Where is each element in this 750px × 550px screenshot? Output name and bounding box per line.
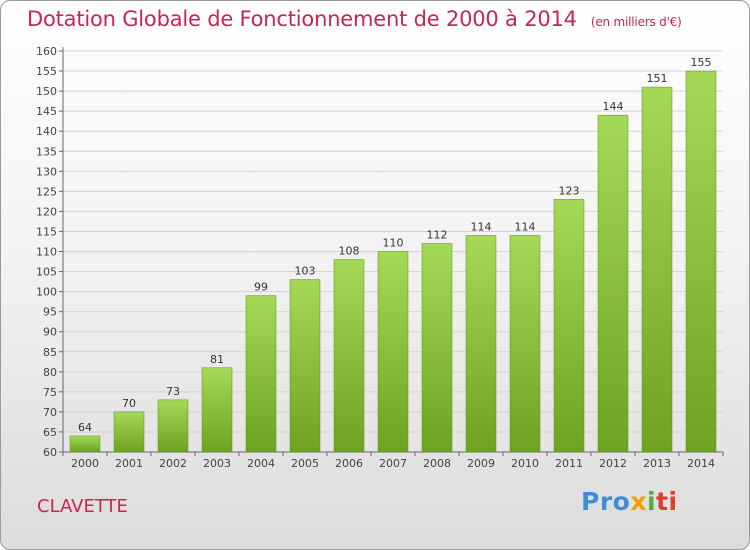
y-tick-label: 145 — [36, 105, 57, 118]
y-tick-label: 135 — [36, 145, 57, 158]
y-tick-label: 85 — [43, 346, 57, 359]
bar-value-label: 123 — [559, 184, 580, 197]
y-tick-label: 95 — [43, 306, 57, 319]
x-tick-label: 2006 — [335, 457, 363, 470]
bar — [289, 279, 321, 453]
y-tick-label: 160 — [36, 45, 57, 58]
x-tick-label: 2005 — [291, 457, 319, 470]
commune-name: CLAVETTE — [37, 496, 128, 517]
bar — [333, 259, 365, 453]
x-tick-label: 2008 — [423, 457, 451, 470]
y-tick-label: 150 — [36, 85, 57, 98]
bar — [685, 70, 717, 453]
bar-value-label: 73 — [166, 385, 180, 398]
x-tick-label: 2011 — [555, 457, 583, 470]
y-tick-label: 105 — [36, 266, 57, 279]
y-tick-label: 115 — [36, 225, 57, 238]
bar — [157, 399, 189, 453]
bar — [113, 411, 145, 453]
logo-part-3: i — [646, 487, 657, 516]
bar-value-label: 114 — [471, 220, 492, 233]
y-axis-ticks: 60 65 70 75 80 85 90 95 100 105 110 115 120 125 130 135… — [36, 45, 63, 459]
chart-title: Dotation Globale de Fonctionnement de 20… — [27, 7, 682, 31]
bar-value-label: 144 — [603, 100, 624, 113]
x-tick-label: 2007 — [379, 457, 407, 470]
bar-value-label: 110 — [383, 237, 404, 250]
logo-part-4: ti — [656, 487, 678, 516]
logo-part-2: x — [630, 487, 647, 516]
x-tick-label: 2013 — [643, 457, 671, 470]
proxiti-logo[interactable]: Proxiti — [581, 487, 678, 516]
y-tick-label: 140 — [36, 125, 57, 138]
bar-value-label: 112 — [427, 228, 448, 241]
value-labels: 64 70 73 81 99 103 108 110 112 114 114 123 144 151 155 — [78, 56, 712, 434]
y-tick-label: 80 — [43, 366, 57, 379]
logo-part-1: Pro — [581, 487, 631, 516]
chart-title-text: Dotation Globale de Fonctionnement de 20… — [27, 7, 577, 31]
bars — [69, 70, 717, 453]
bar — [597, 114, 629, 453]
bar — [201, 367, 233, 453]
bar-value-label: 64 — [78, 421, 92, 434]
x-tick-label: 2010 — [511, 457, 539, 470]
y-tick-label: 110 — [36, 246, 57, 259]
chart-subtitle: (en milliers d'€) — [590, 15, 682, 29]
x-tick-label: 2001 — [115, 457, 143, 470]
bar — [377, 251, 409, 453]
bar — [69, 435, 101, 453]
x-tick-label: 2014 — [687, 457, 715, 470]
bar — [553, 199, 585, 453]
x-tick-label: 2003 — [203, 457, 231, 470]
bar-value-label: 114 — [515, 220, 536, 233]
y-tick-label: 60 — [43, 446, 57, 459]
x-tick-label: 2002 — [159, 457, 187, 470]
bar-value-label: 99 — [254, 281, 268, 294]
bar — [509, 235, 541, 453]
bar-value-label: 151 — [647, 72, 668, 85]
y-tick-label: 130 — [36, 165, 57, 178]
x-tick-label: 2012 — [599, 457, 627, 470]
y-tick-label: 120 — [36, 205, 57, 218]
bar — [641, 86, 673, 453]
bar — [421, 243, 453, 453]
bar-value-label: 81 — [210, 353, 224, 366]
x-tick-label: 2000 — [71, 457, 99, 470]
bar — [465, 235, 497, 453]
bar-value-label: 155 — [691, 56, 712, 69]
x-tick-label: 2009 — [467, 457, 495, 470]
bar-value-label: 108 — [339, 245, 360, 258]
bar-value-label: 103 — [295, 265, 316, 278]
y-tick-label: 65 — [43, 426, 57, 439]
y-tick-label: 90 — [43, 326, 57, 339]
y-tick-label: 70 — [43, 406, 57, 419]
y-tick-label: 75 — [43, 386, 57, 399]
bar-value-label: 70 — [122, 397, 136, 410]
y-tick-label: 125 — [36, 185, 57, 198]
x-tick-label: 2004 — [247, 457, 275, 470]
y-tick-label: 155 — [36, 65, 57, 78]
bar — [245, 295, 277, 453]
y-tick-label: 100 — [36, 286, 57, 299]
x-axis-ticks: 2000 2001 2002 2003 2004 2005 2006 2007 2008 2009… — [62, 452, 724, 470]
